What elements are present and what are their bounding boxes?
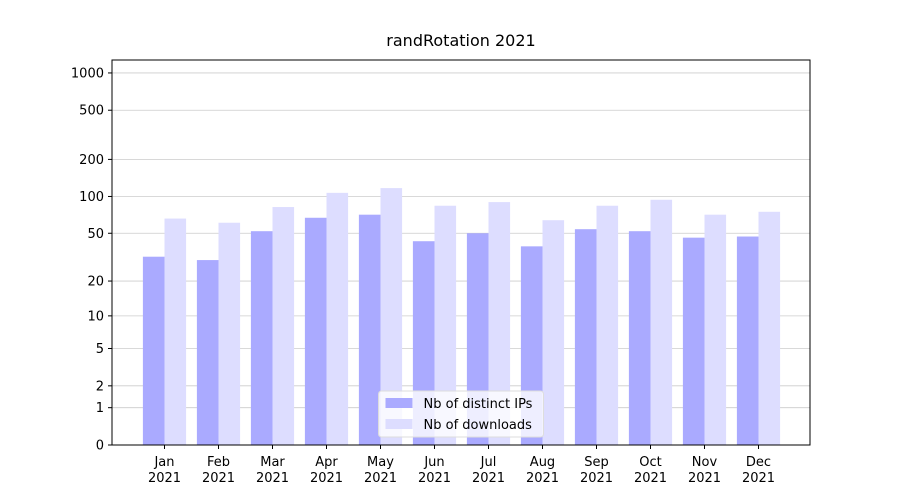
x-tick-label: Feb 2021: [202, 455, 235, 486]
legend-swatch: [385, 398, 413, 408]
legend-box: [378, 390, 544, 438]
bar: [596, 205, 619, 445]
x-tick-label: May 2021: [364, 455, 397, 486]
legend-label: Nb of distinct IPs: [424, 397, 533, 412]
bar: [736, 236, 759, 445]
x-tick-label: Nov 2021: [688, 455, 721, 486]
x-tick-label: Oct 2021: [634, 455, 667, 486]
bar: [142, 256, 165, 445]
bar: [304, 217, 327, 445]
y-tick-label: 1000: [71, 66, 104, 81]
x-tick-label: Jul 2021: [472, 455, 505, 486]
bar: [272, 207, 295, 445]
x-tick-label: Apr 2021: [310, 455, 343, 486]
y-tick-label: 500: [79, 104, 104, 119]
bar: [196, 260, 219, 445]
y-tick-label: 100: [79, 190, 104, 205]
y-tick-label: 200: [79, 153, 104, 168]
x-tick-label: Jan 2021: [148, 455, 181, 486]
x-tick-label: Mar 2021: [256, 455, 289, 486]
x-tick-label: Dec 2021: [742, 455, 775, 486]
x-tick-label: Jun 2021: [418, 455, 451, 486]
x-tick-label: Aug 2021: [526, 455, 559, 486]
y-tick-label: 20: [87, 275, 104, 290]
y-tick-label: 0: [96, 439, 104, 454]
bar: [682, 237, 705, 445]
bar: [326, 192, 349, 445]
bar: [758, 211, 781, 445]
y-tick-label: 10: [87, 309, 104, 324]
bar: [434, 205, 457, 445]
chart-title: randRotation 2021: [386, 31, 535, 50]
bar: [628, 231, 651, 445]
plot-frame: [111, 59, 811, 446]
legend-label: Nb of downloads: [424, 418, 533, 433]
y-tick-label: 50: [87, 227, 104, 242]
bar: [358, 214, 381, 445]
y-tick-label: 1: [96, 401, 104, 416]
bar: [542, 220, 565, 445]
bar: [704, 214, 727, 445]
bar: [380, 188, 403, 445]
y-tick-label: 5: [96, 342, 104, 357]
y-tick-label: 2: [96, 379, 104, 394]
bar: [650, 199, 673, 445]
x-tick-label: Sep 2021: [580, 455, 613, 486]
bar: [574, 229, 597, 445]
bar: [164, 218, 187, 445]
bar: [250, 231, 273, 445]
bar: [488, 202, 511, 445]
legend-swatch: [385, 419, 413, 429]
bar: [218, 222, 241, 445]
